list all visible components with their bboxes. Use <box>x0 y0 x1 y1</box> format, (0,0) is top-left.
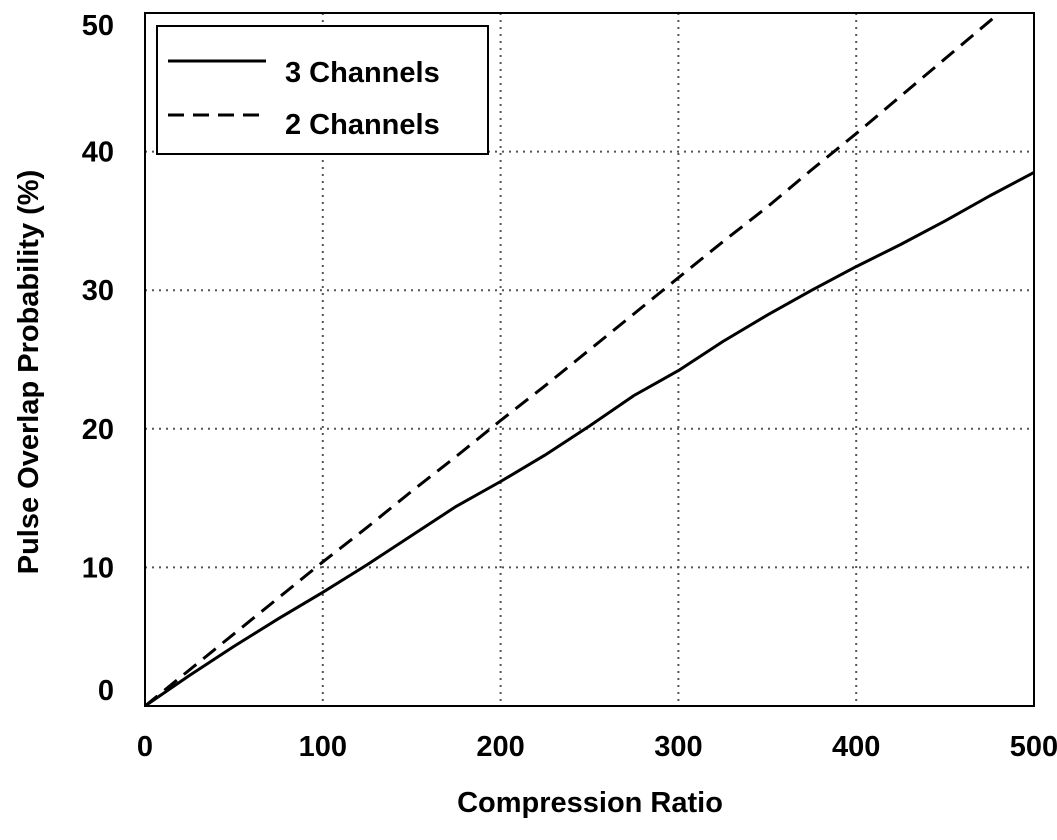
series-line-3-channels <box>145 171 1034 706</box>
tick-labels: 0 100 200 300 400 500 0 10 20 30 40 50 <box>82 10 1057 763</box>
y-tick-label: 30 <box>82 275 114 307</box>
x-tick-label: 300 <box>654 731 702 763</box>
x-tick-label: 0 <box>137 731 153 763</box>
x-tick-label: 400 <box>832 731 880 763</box>
legend-label-2-channels: 2 Channels <box>285 109 440 141</box>
legend: 3 Channels 2 Channels <box>156 25 489 155</box>
y-tick-label: 50 <box>82 10 114 42</box>
plot-area-frame <box>144 12 1035 707</box>
x-tick-label: 100 <box>299 731 347 763</box>
x-tick-label: 200 <box>476 731 524 763</box>
y-tick-label: 10 <box>82 552 114 584</box>
y-tick-label: 20 <box>82 414 114 446</box>
y-axis-label: Pulse Overlap Probability (%) <box>13 170 45 575</box>
y-tick-label: 0 <box>98 675 114 707</box>
series-group <box>145 13 1034 706</box>
y-tick-label: 40 <box>82 137 114 169</box>
x-tick-label: 500 <box>1010 731 1057 763</box>
legend-box <box>156 25 489 155</box>
legend-label-3-channels: 3 Channels <box>285 57 440 89</box>
x-axis-label: Compression Ratio <box>457 787 723 819</box>
series-line-2-channels <box>145 13 1002 706</box>
